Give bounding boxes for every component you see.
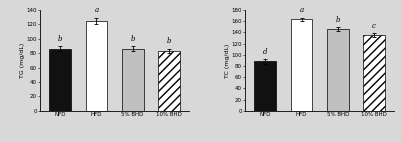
Text: b: b [166,37,171,45]
Text: b: b [58,35,62,43]
Bar [158,51,179,111]
Bar [326,29,348,111]
Bar [254,61,275,111]
Bar [49,49,71,111]
Bar [85,21,107,111]
Text: c: c [371,22,375,30]
Text: b: b [130,35,135,43]
Bar [122,49,143,111]
Text: d: d [262,48,267,56]
Bar [290,19,312,111]
Text: a: a [94,6,98,14]
Text: b: b [335,16,339,24]
Bar [362,35,384,111]
Text: a: a [299,6,303,14]
Y-axis label: TC (mg/dL): TC (mg/dL) [225,43,229,78]
Y-axis label: TG (mg/dL): TG (mg/dL) [20,43,25,78]
